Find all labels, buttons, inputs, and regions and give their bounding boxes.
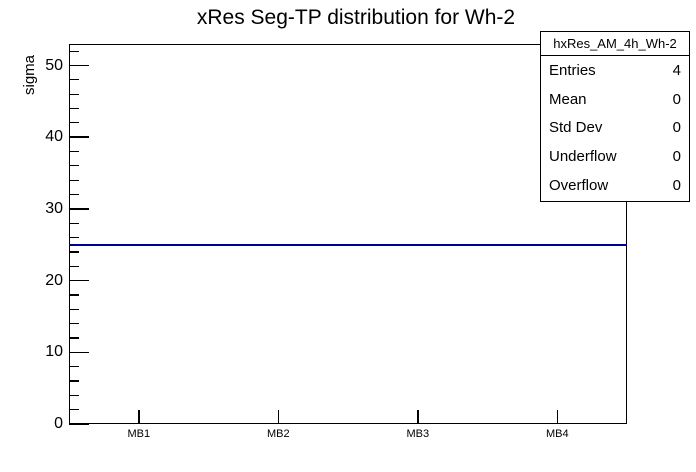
y-minor-tick — [69, 394, 79, 396]
histogram-line — [208, 244, 348, 246]
x-tick-label: MB2 — [266, 428, 290, 440]
x-major-tick — [277, 410, 279, 424]
stats-row-underflow: Underflow 0 — [541, 142, 689, 171]
stats-value: 0 — [672, 119, 681, 137]
y-minor-tick — [69, 222, 79, 224]
stats-box-title: hxRes_AM_4h_Wh-2 — [541, 32, 689, 56]
y-minor-tick — [69, 93, 79, 95]
stats-label: Overflow — [549, 177, 609, 195]
stats-value: 4 — [672, 61, 681, 79]
y-minor-tick — [69, 165, 79, 167]
stats-value: 0 — [672, 148, 681, 166]
x-tick-label: MB4 — [545, 428, 569, 440]
x-major-tick — [556, 410, 558, 424]
stats-label: Std Dev — [549, 119, 603, 137]
y-tick-label: 50 — [45, 56, 63, 74]
plot-frame — [69, 44, 627, 424]
stats-label: Underflow — [549, 148, 617, 166]
y-major-tick — [69, 279, 89, 282]
x-tick-label: MB3 — [406, 428, 430, 440]
y-minor-tick — [69, 409, 79, 411]
y-minor-tick — [69, 236, 79, 239]
y-minor-tick — [69, 294, 79, 296]
y-minor-tick — [69, 179, 79, 181]
y-minor-tick — [69, 122, 79, 124]
y-minor-tick — [69, 323, 79, 325]
x-tick-label: MB1 — [127, 428, 151, 440]
stats-row-mean: Mean 0 — [541, 85, 689, 114]
x-major-tick — [138, 410, 140, 424]
y-minor-tick — [69, 366, 79, 368]
y-major-tick — [69, 64, 89, 67]
y-minor-tick — [69, 50, 79, 52]
y-tick-label: 40 — [45, 128, 63, 146]
stats-row-entries: Entries 4 — [541, 56, 689, 85]
y-minor-tick — [69, 251, 79, 253]
y-minor-tick — [69, 380, 79, 382]
y-minor-tick — [69, 193, 79, 196]
y-tick-label: 0 — [54, 415, 63, 432]
y-minor-tick — [69, 265, 79, 267]
y-minor-tick — [69, 308, 79, 310]
x-major-tick — [417, 410, 419, 424]
y-minor-tick — [69, 79, 79, 81]
stats-row-stddev: Std Dev 0 — [541, 114, 689, 143]
stats-label: Mean — [549, 90, 587, 108]
y-major-tick — [69, 351, 89, 354]
histogram-line — [348, 244, 488, 246]
y-major-tick — [69, 136, 89, 138]
y-tick-label: 10 — [45, 343, 63, 361]
y-minor-tick — [69, 150, 79, 153]
y-tick-label: 30 — [45, 199, 63, 217]
histogram-line — [487, 244, 627, 246]
chart-title: xRes Seg-TP distribution for Wh-2 — [196, 6, 516, 29]
stats-value: 0 — [672, 90, 681, 108]
stats-box: hxRes_AM_4h_Wh-2 Entries 4 Mean 0 Std De… — [540, 31, 690, 202]
y-minor-tick — [69, 107, 79, 110]
y-major-tick — [69, 208, 89, 210]
stats-label: Entries — [549, 61, 596, 79]
stats-row-overflow: Overflow 0 — [541, 171, 689, 200]
y-tick-label: 20 — [45, 271, 63, 289]
y-major-tick — [69, 423, 89, 425]
y-minor-tick — [69, 337, 79, 339]
histogram-line — [69, 244, 209, 246]
stats-value: 0 — [672, 177, 681, 195]
